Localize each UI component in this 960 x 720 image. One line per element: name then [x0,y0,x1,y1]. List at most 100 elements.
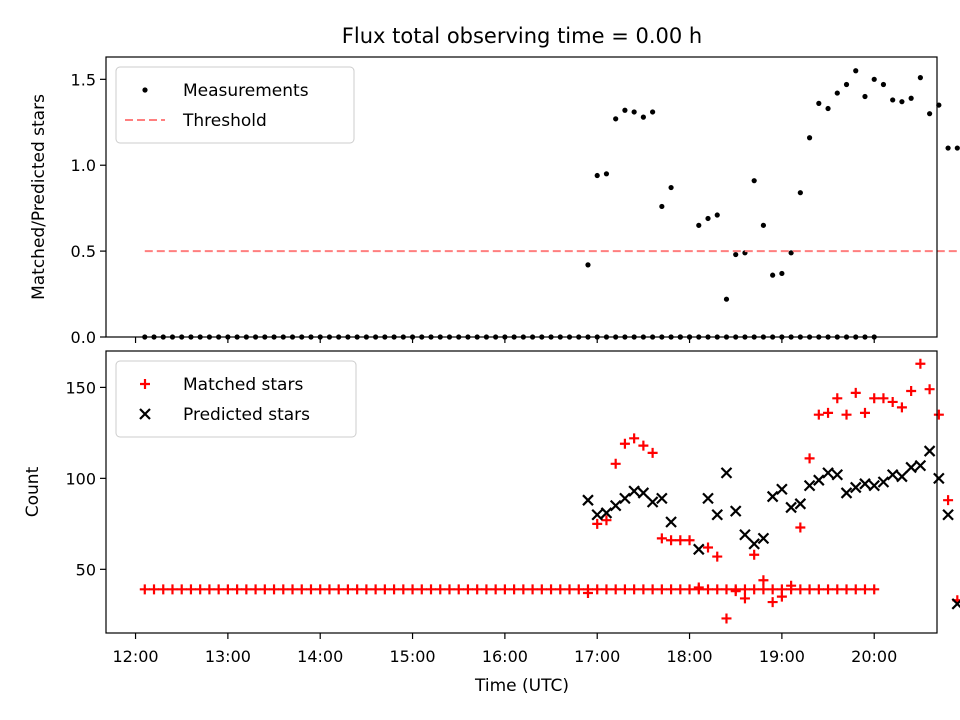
matched-star-marker [518,584,529,595]
matched-star-marker [878,393,889,404]
measurement-point [954,145,960,151]
matched-star-marker [896,402,907,413]
matched-star-marker [767,597,778,608]
measurement-point [862,93,868,100]
predicted-star-marker [748,538,760,550]
matched-star-marker [656,533,667,544]
matched-star-marker [841,409,852,420]
matched-star-marker [536,584,547,595]
matched-star-marker [693,582,704,593]
predicted-star-marker [619,492,631,505]
matched-star-marker [795,584,806,595]
legend-label: Matched stars [183,375,303,395]
matched-star-marker [546,584,557,595]
legend-label: Threshold [182,111,267,131]
matched-star-marker [472,584,483,595]
matched-star-marker [287,584,298,595]
matched-star-marker [813,409,824,420]
matched-star-marker [601,584,612,595]
matched-star-marker [859,584,870,595]
matched-star-marker [730,586,741,597]
predicted-star-marker [794,498,807,510]
matched-star-marker [813,584,824,595]
measurement-point [613,116,619,122]
measurement-point [705,215,711,222]
measurement-point [585,262,591,268]
x-axis-label: Time (UTC) [474,676,569,696]
matched-star-marker [915,358,926,369]
matched-star-marker [213,584,224,595]
matched-star-marker [370,584,381,595]
matched-star-marker [259,584,270,595]
legend-box [115,360,357,438]
matched-star-marker [795,522,806,533]
matched-star-marker [333,584,344,595]
predicted-star-marker [813,474,825,486]
y-tick-label: 50 [76,560,96,579]
matched-star-marker [278,584,289,595]
matched-star-marker [305,584,316,595]
matched-star-marker [629,584,640,595]
matched-star-marker [453,584,464,595]
predicted-star-marker [942,508,954,521]
predicted-star-marker [609,499,622,512]
predicted-star-marker [849,481,862,494]
predicted-star-marker [877,476,890,488]
matched-star-marker [250,584,261,595]
y-tick-label: 1.0 [71,156,96,175]
legend-box [115,66,355,144]
matched-star-marker [666,584,677,595]
y-tick-label: 0.0 [71,328,96,347]
matched-star-marker [176,584,187,595]
y-tick-label: 1.5 [71,70,96,89]
y-tick-label: 0.5 [71,242,96,261]
matched-star-marker [712,584,723,595]
matched-star-marker [398,584,409,595]
x-tick-label: 14:00 [297,647,343,666]
measurement-point [622,107,628,113]
y-tick-label: 150 [65,378,96,397]
predicted-star-marker [868,479,880,492]
predicted-star-marker [591,508,603,521]
measurement-point [788,250,794,256]
x-tick-label: 17:00 [574,647,620,666]
measurement-point [760,222,767,228]
matched-star-marker [361,584,372,595]
matched-star-marker [592,584,603,595]
predicted-star-marker [582,494,594,506]
measurement-point [659,203,665,210]
predicted-star-marker [822,467,834,479]
series-layer [139,358,960,624]
measurement-point [825,105,831,112]
measurement-point [733,251,739,258]
matched-star-marker [232,584,243,595]
matched-star-marker [435,584,446,595]
predicted-star-marker [628,485,640,497]
x-tick-label: 19:00 [759,647,805,666]
measurement-point [714,212,720,218]
measurement-point [945,145,951,151]
matched-star-marker [195,584,206,595]
matched-star-marker [786,580,797,591]
matched-star-marker [850,584,861,595]
matched-star-marker [222,584,233,595]
matched-stars-series [139,358,960,624]
matched-star-marker [758,575,769,586]
matched-star-marker [527,584,538,595]
matched-star-marker [656,584,667,595]
predicted-star-marker [693,543,705,556]
matched-star-marker [324,584,335,595]
matched-star-marker [666,535,677,546]
matched-star-marker [749,584,760,595]
matched-star-marker [296,584,307,595]
legend-marker [139,408,151,420]
measurement-point [696,222,702,228]
measurement-point [917,75,923,81]
predicted-star-marker [896,470,908,483]
matched-star-marker [509,584,520,595]
matched-star-marker [638,584,649,595]
predicted-star-marker [702,492,714,505]
measurement-point [650,109,656,115]
measurement-point [908,95,914,101]
